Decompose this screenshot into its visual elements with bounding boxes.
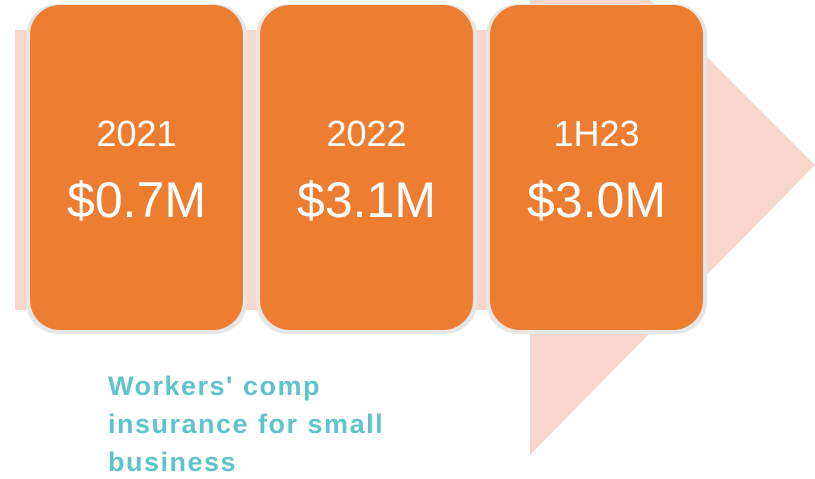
amount: $3.1M	[297, 172, 436, 228]
period: 2021	[96, 113, 176, 154]
box	[260, 5, 473, 330]
amount: $0.7M	[67, 172, 206, 228]
caption-line: business	[108, 447, 237, 477]
period: 2022	[326, 113, 406, 154]
caption-line: insurance for small	[108, 409, 384, 439]
caption-line: Workers' comp	[108, 371, 321, 401]
period: 1H23	[553, 113, 639, 154]
box	[30, 5, 243, 330]
boxes: 2021 $0.7M 2022 $3.1M 1H23 $3.0M	[26, 4, 707, 334]
box	[490, 5, 703, 330]
amount: $3.0M	[527, 172, 666, 228]
